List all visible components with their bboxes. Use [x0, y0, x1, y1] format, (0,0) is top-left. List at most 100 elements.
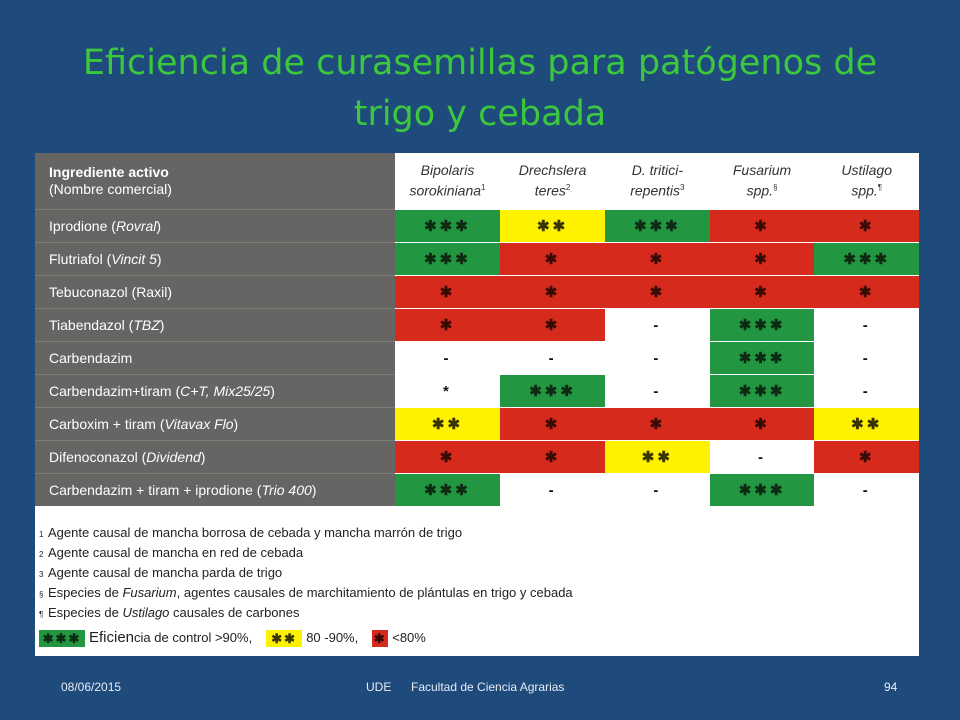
brand-name: Rovral: [115, 218, 157, 234]
efficiency-cell: -: [394, 341, 501, 375]
pathogen-name-line-1: D. tritici-: [631, 162, 684, 179]
footer-page-number: 94: [884, 680, 898, 694]
legend-label-text: 80 -90%,: [306, 630, 359, 645]
pathogen-header: Bipolaris sorokiniana1: [394, 153, 501, 210]
footnote-text: causales de carbones: [169, 605, 300, 620]
efficiency-cell: ✱✱✱: [709, 374, 815, 408]
pathogen-footnote-mark: 2: [565, 183, 571, 193]
footer-org: UDE: [366, 680, 392, 694]
ingredient-name: Carbendazim + tiram + iprodione: [49, 482, 253, 498]
efficiency-cell: ✱✱✱: [709, 341, 815, 375]
efficiency-cell: ✱: [814, 209, 919, 243]
efficiency-cell: ✱: [709, 407, 815, 441]
legend-label-text: cia de control >90%,: [134, 630, 253, 645]
efficiency-cell: ✱: [500, 275, 606, 309]
footnote-text: , agentes causales de marchitamiento de …: [176, 585, 573, 600]
footnote-mark: 1: [39, 530, 44, 539]
ingredient-cell: Carboxim + tiram (Vitavax Flo): [35, 407, 395, 441]
footer-date: 08/06/2015: [61, 680, 122, 694]
legend-label: <80%: [392, 629, 426, 647]
efficiency-cell: ✱: [500, 407, 606, 441]
ingredient-cell: Carbendazim: [35, 341, 395, 375]
efficiency-cell: ✱: [709, 275, 815, 309]
efficiency-cell: ✱: [709, 209, 815, 243]
brand-name: Raxil: [136, 284, 168, 300]
footnote-text: Agente causal de mancha parda de trigo: [48, 565, 283, 580]
ingredient-cell: Carbendazim + tiram + iprodione (Trio 40…: [35, 473, 395, 506]
pathogen-name-line-2: spp.: [851, 182, 878, 199]
pathogen-name-line-1: Drechslera: [518, 162, 587, 179]
ingredient-name: Difenoconazol: [49, 449, 138, 465]
efficiency-cell: ✱✱✱: [709, 473, 815, 506]
efficiency-cell: -: [500, 473, 606, 506]
efficiency-cell: ✱✱✱: [709, 308, 815, 342]
slide-title-line-2: trigo y cebada: [353, 94, 607, 134]
ingredient-header: Ingrediente activo (Nombre comercial): [35, 153, 395, 210]
table-row: Carbendazim + tiram + iprodione (Trio 40…: [35, 473, 919, 506]
efficiency-cell: ✱: [394, 440, 501, 474]
table-row: Flutriafol (Vincit 5) ✱✱✱ ✱ ✱ ✱ ✱✱✱: [35, 242, 919, 276]
slide-title: Eficiencia de curasemillas para patógeno…: [40, 38, 920, 140]
efficiency-cell: ✱✱✱: [814, 242, 919, 276]
efficiency-cell: ✱✱: [394, 407, 501, 441]
pathogen-footnote-mark: 3: [680, 183, 685, 193]
table-body: Iprodione (Rovral) ✱✱✱ ✱✱ ✱✱✱ ✱ ✱ Flutriafol (…: [35, 209, 919, 506]
table-row: Carboxim + tiram (Vitavax Flo) ✱✱ ✱ ✱ ✱ ✱✱: [35, 407, 919, 441]
ingredient-name: Tebuconazol: [49, 284, 128, 300]
efficiency-cell: -: [814, 308, 919, 342]
efficiency-cell: -: [605, 374, 710, 408]
ingredient-cell: Iprodione (Rovral): [35, 209, 395, 243]
brand-header-label: (Nombre comercial): [49, 181, 172, 197]
ingredient-cell: Carbendazim+tiram (C+T, Mix25/25): [35, 374, 395, 408]
ingredient-name: Flutriafol: [49, 251, 103, 267]
legend-label: 80 -90%,: [306, 629, 358, 647]
footnote-text: Fusarium: [122, 585, 177, 600]
efficiency-cell: ✱: [500, 308, 606, 342]
efficiency-cell: ✱: [394, 275, 501, 309]
pathogen-footnote-mark: ¶: [877, 183, 883, 193]
footnote-text: Ustilago: [122, 605, 170, 620]
efficiency-cell: -: [605, 473, 710, 506]
brand-name: TBZ: [133, 317, 160, 333]
pathogen-name-line-1: Bipolaris: [420, 162, 475, 179]
legend: ✱✱✱ Eficiencia de control >90%, ✱✱ 80 -90%,…: [39, 629, 899, 647]
efficiency-cell: ✱✱✱: [500, 374, 606, 408]
pathogen-name-line-2: repentis: [630, 182, 681, 199]
efficiency-cell: -: [605, 341, 710, 375]
footnote-item: § Especies de Fusarium, agentes causales …: [39, 584, 899, 604]
efficiency-cell: ✱: [500, 440, 606, 474]
pathogen-header: Ustilago spp.¶: [814, 153, 919, 210]
footnote-mark: §: [39, 590, 44, 599]
ingredient-cell: Flutriafol (Vincit 5): [35, 242, 395, 276]
table-row: Carbendazim - - - ✱✱✱ -: [35, 341, 919, 375]
ingredient-name: Carbendazim: [49, 350, 133, 366]
pathogen-header: Drechslera teres2: [500, 153, 606, 210]
efficiency-cell: *: [394, 374, 501, 408]
efficiency-cell: ✱: [814, 275, 919, 309]
efficiency-cell: ✱: [709, 242, 815, 276]
footnote-item: 3 Agente causal de mancha parda de trigo: [39, 564, 899, 584]
table-row: Difenoconazol (Dividend) ✱ ✱ ✱✱ - ✱: [35, 440, 919, 474]
efficiency-cell: ✱: [605, 242, 710, 276]
efficiency-cell: ✱✱: [500, 209, 606, 243]
footnote-mark: 2: [39, 550, 44, 559]
ingredient-name: Carbendazim+tiram: [49, 383, 172, 399]
efficiency-cell: ✱: [394, 308, 501, 342]
brand-name: C+T, Mix25/25: [180, 383, 271, 399]
table-row: Carbendazim+tiram (C+T, Mix25/25) * ✱✱✱ - ✱✱…: [35, 374, 919, 408]
ingredient-cell: Difenoconazol (Dividend): [35, 440, 395, 474]
efficiency-cell: ✱: [814, 440, 919, 474]
efficiency-panel: Ingrediente activo (Nombre comercial) Bi…: [35, 153, 919, 656]
brand-name: Vitavax Flo: [164, 416, 234, 432]
efficiency-cell: ✱✱✱: [394, 473, 501, 506]
efficiency-cell: ✱: [605, 275, 710, 309]
footnote-text: Especies de: [48, 605, 123, 620]
legend-label-text: <80%: [392, 630, 426, 645]
brand-name: Dividend: [146, 449, 201, 465]
ingredient-cell: Tiabendazol (TBZ): [35, 308, 395, 342]
ingredient-name: Carboxim + tiram: [49, 416, 156, 432]
efficiency-cell: -: [605, 308, 710, 342]
efficiency-cell: -: [814, 473, 919, 506]
efficiency-cell: ✱: [500, 242, 606, 276]
efficiency-cell: -: [500, 341, 606, 375]
